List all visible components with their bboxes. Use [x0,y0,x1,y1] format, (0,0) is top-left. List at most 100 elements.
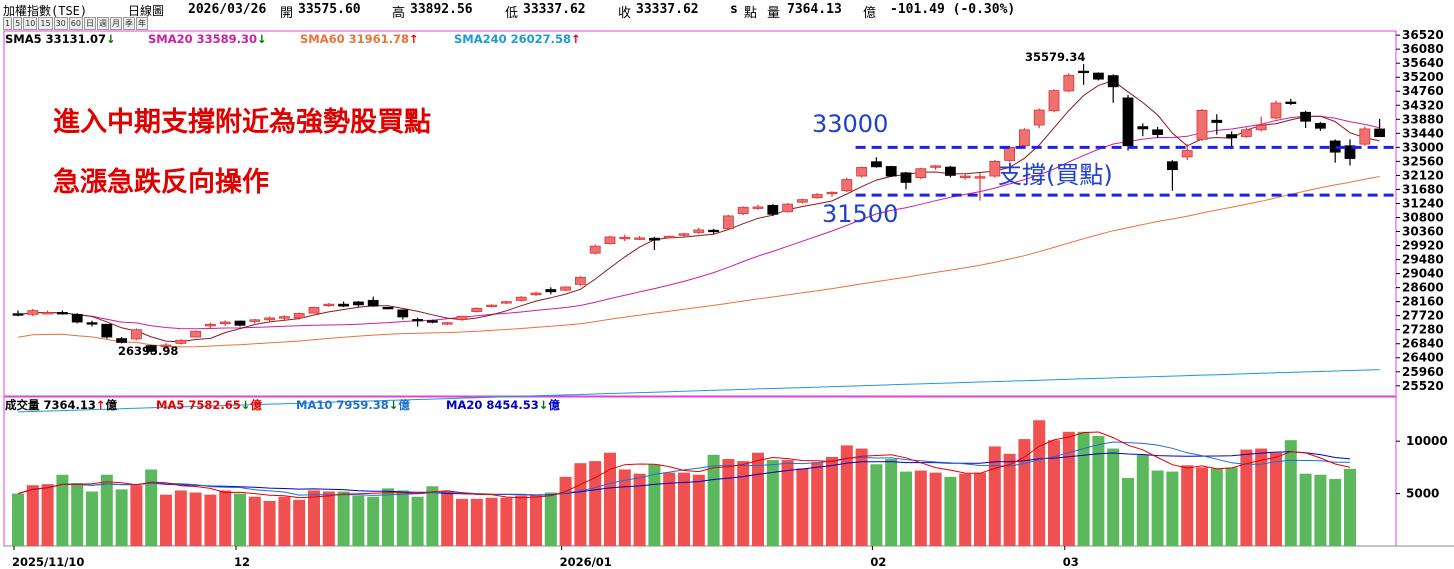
candle-body [693,229,705,233]
price-legend-text: SMA5 33131.07 [5,32,107,46]
volume-value: 7364.13 [787,2,842,17]
candle-body [175,339,187,344]
candle-body [900,172,912,183]
period-tab-10[interactable]: 年 [135,17,148,30]
trough-label: 26395.98 [118,344,179,358]
volume-bar [1092,435,1105,546]
period-tab-0[interactable]: 1 [3,17,13,30]
volume-bar [840,445,853,546]
volume-bar [411,496,424,546]
candle-body [797,199,808,203]
volume-bar [1062,431,1075,546]
period-tab-5[interactable]: 60 [68,17,83,30]
close-label: 收 [618,6,632,21]
candle-body [752,206,764,209]
candle-body [293,313,305,319]
candle-body [1107,75,1119,88]
volume-bar [678,472,690,546]
candle-body [264,317,276,321]
volume-bar [559,476,572,546]
period-tab-9[interactable]: 季 [122,17,135,30]
price-tick-label: 26400 [1402,351,1444,365]
candle-body [678,233,690,236]
volume-bar [263,500,276,546]
price-legend-arrow: ↓ [106,32,116,46]
candle-body [1167,161,1178,171]
low-label: 低 [505,6,519,21]
open-value: 33575.60 [298,2,361,17]
price-tick-label: 31680 [1402,182,1444,196]
candle-body [145,345,157,352]
volume-tick-label: 5000 [1406,487,1439,501]
price-tick-label: 30800 [1402,210,1444,224]
volume-bar [204,494,217,546]
price-tick-label: 29040 [1402,267,1444,281]
volume-legend-arrow: ↓ [538,398,549,412]
price-legend-item-2: SMA60 31961.78↑ [300,32,419,46]
candle-body [367,299,379,307]
volume-bar [707,454,720,546]
volume-bar [1344,468,1356,546]
volume-bar [515,495,528,546]
date-tick-label: 2025/11/10 [12,555,84,569]
candle-body [486,304,498,308]
candle-body [989,160,1001,177]
period-tab-3[interactable]: 15 [38,17,53,30]
price-tick-label: 25520 [1402,379,1444,393]
period-tab-2[interactable]: 10 [23,17,38,30]
volume-legend-unit: 億 [250,398,262,412]
volume-bar [766,460,779,546]
volume-bar [337,491,350,546]
candle-body [945,166,956,176]
price-legend-item-1: SMA20 33589.30↓ [148,32,267,46]
candle-body [1181,150,1193,158]
volume-bar [12,493,24,546]
period-tab-1[interactable]: 5 [13,17,23,30]
volume-bar [1181,465,1194,546]
volume-bar [456,498,468,546]
candle-body [471,307,483,312]
volume-bar [1284,440,1297,546]
period-tab-4[interactable]: 30 [53,17,68,30]
price-tick-label: 28160 [1402,295,1444,309]
high-label: 高 [392,6,406,21]
volume-bar [115,489,128,546]
volume-legend-text: 成交量 7364.13 [5,398,96,412]
candle-body [116,338,127,343]
volume-bar [1136,454,1149,546]
candle-body [974,176,986,179]
candle-body [1033,109,1045,126]
price-tick-label: 28600 [1402,281,1444,295]
candle-body [1211,119,1223,123]
volume-bar [322,491,335,546]
candle-body [723,215,734,230]
candle-body [530,292,542,296]
candle-body [86,322,98,325]
volume-bar [574,463,587,546]
volume-legend-arrow: ↓ [240,398,251,412]
volume-legend-item-0: 成交量 7364.13↑億 [5,397,117,413]
volume-bar [530,494,542,546]
volume-legend-unit: 億 [398,398,410,412]
change-value: -101.49 (-0.30%) [890,2,1016,17]
volume-bar [752,452,764,546]
period-tab-8[interactable]: 月 [109,17,122,30]
volume-legend-item-3: MA20 8454.53↓億 [446,397,560,413]
price-tick-label: 33440 [1402,126,1444,140]
period-tab-6[interactable]: 日 [83,17,96,30]
volume-bar [737,461,750,546]
candle-body [219,321,231,325]
support-label: 支撐(買點) [998,161,1113,189]
volume-bar [781,460,794,546]
quote-header: 加權指數(TSE) 日線圖 2026/03/26 開 33575.60 高 33… [0,0,1454,21]
candle-body [737,206,749,215]
level-31500-label: 31500 [822,200,899,228]
price-tick-label: 33000 [1402,140,1444,154]
sma240-line [17,369,1380,413]
candle-body [1285,101,1297,104]
volume-bar [1003,453,1016,546]
candle-body [101,323,113,338]
annotation-buy-point: 進入中期支撐附近為強勢股買點 [53,107,431,138]
period-tab-7[interactable]: 週 [96,17,109,30]
price-legend-arrow: ↑ [571,32,581,46]
